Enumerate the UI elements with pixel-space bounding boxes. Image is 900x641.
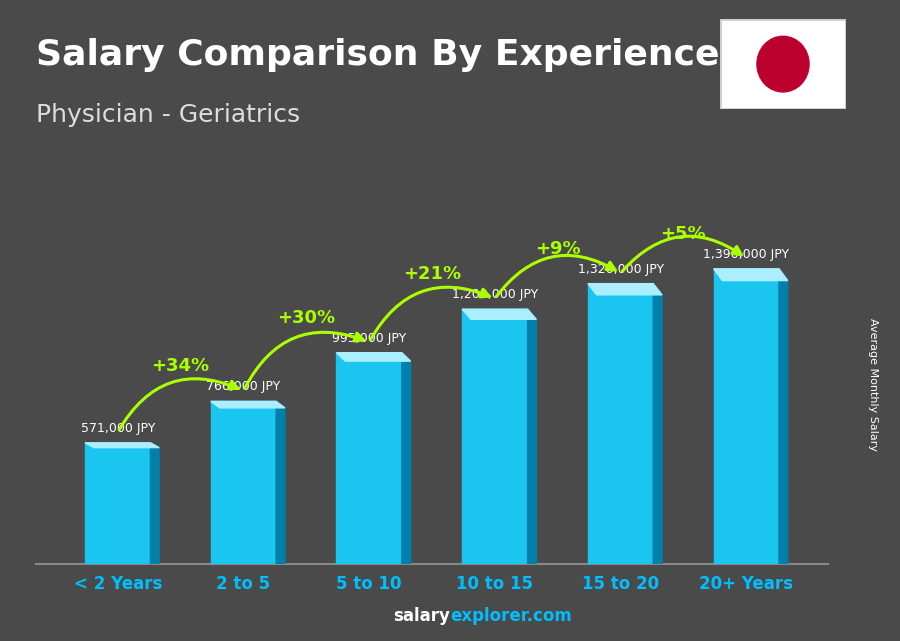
Polygon shape xyxy=(588,284,662,295)
Text: Salary Comparison By Experience: Salary Comparison By Experience xyxy=(36,38,719,72)
Polygon shape xyxy=(463,309,527,564)
Text: explorer.com: explorer.com xyxy=(450,607,572,625)
Polygon shape xyxy=(527,309,536,564)
Polygon shape xyxy=(150,443,159,564)
Text: Physician - Geriatrics: Physician - Geriatrics xyxy=(36,103,300,126)
Text: 1,320,000 JPY: 1,320,000 JPY xyxy=(578,263,663,276)
Text: +5%: +5% xyxy=(661,225,707,243)
Text: +30%: +30% xyxy=(277,309,336,327)
FancyBboxPatch shape xyxy=(720,19,846,109)
Text: +21%: +21% xyxy=(403,265,461,283)
Polygon shape xyxy=(211,401,285,408)
Text: 1,390,000 JPY: 1,390,000 JPY xyxy=(703,247,789,261)
Polygon shape xyxy=(211,401,276,564)
Polygon shape xyxy=(463,309,536,319)
Text: Average Monthly Salary: Average Monthly Salary xyxy=(868,318,878,451)
Polygon shape xyxy=(85,443,159,447)
Polygon shape xyxy=(653,284,662,564)
Text: +34%: +34% xyxy=(151,358,210,376)
Polygon shape xyxy=(714,269,779,564)
Polygon shape xyxy=(779,269,788,564)
Polygon shape xyxy=(85,443,150,564)
Text: salary: salary xyxy=(393,607,450,625)
Polygon shape xyxy=(337,353,401,564)
Polygon shape xyxy=(337,353,410,361)
Text: 1,200,000 JPY: 1,200,000 JPY xyxy=(452,288,538,301)
Circle shape xyxy=(757,37,809,92)
Text: 766,000 JPY: 766,000 JPY xyxy=(206,380,281,394)
Polygon shape xyxy=(401,353,410,564)
Polygon shape xyxy=(276,401,285,564)
Polygon shape xyxy=(588,284,653,564)
Text: 571,000 JPY: 571,000 JPY xyxy=(80,422,155,435)
Text: +9%: +9% xyxy=(535,240,581,258)
Text: 995,000 JPY: 995,000 JPY xyxy=(332,331,406,345)
Polygon shape xyxy=(714,269,788,281)
